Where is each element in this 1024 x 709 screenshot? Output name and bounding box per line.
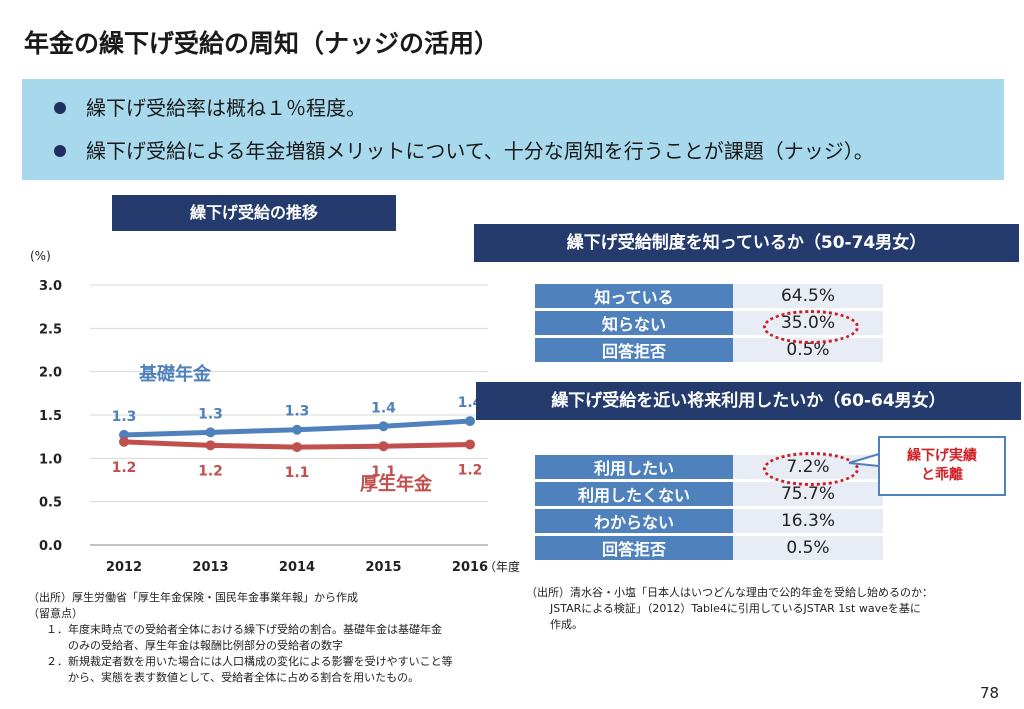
data-point (378, 421, 389, 432)
row-label: わからない (535, 509, 733, 533)
data-point (378, 441, 389, 452)
table-row: 知っている 64.5% (535, 284, 883, 308)
row-label: 回答拒否 (535, 338, 733, 362)
table-row: 回答拒否 0.5% (535, 536, 883, 560)
y-tick-label: 1.5 (39, 409, 62, 424)
know-section-title: 繰下げ受給制度を知っているか（50-74男女） (474, 224, 1019, 262)
row-label: 回答拒否 (535, 536, 733, 560)
x-axis-unit: （年度） (484, 559, 520, 574)
y-axis-unit: (%) (30, 249, 51, 263)
data-point (292, 442, 302, 453)
note-line: のみの受給者、厚生年金は報酬比例部分の受給者の数字 (68, 639, 343, 652)
y-tick-label: 2.0 (39, 366, 62, 381)
table-row: わからない 16.3% (535, 509, 883, 533)
row-value: 75.7% (733, 482, 883, 506)
row-value: 0.5% (733, 536, 883, 560)
data-point (205, 440, 216, 451)
note-line: ２．新規裁定者数を用いた場合には人口構成の変化による影響を受けやすいこと等 (46, 655, 453, 668)
page-number: 78 (980, 684, 1000, 702)
x-tick-label: 2012 (106, 560, 142, 575)
data-point (292, 424, 302, 435)
note-line: から、実態を表す数値として、受給者全体に占める割合を用いたもの。 (68, 671, 420, 684)
source-left: （出所）厚生労働省「厚生年金保険・国民年金事業年報」から作成 (28, 591, 358, 604)
x-tick-label: 2014 (279, 560, 315, 575)
bullet-dot-icon (54, 101, 66, 114)
y-tick-label: 0.0 (39, 539, 62, 554)
row-value: 64.5% (733, 284, 883, 308)
notes-heading: （留意点） (28, 607, 83, 620)
highlight-ellipse (763, 310, 859, 344)
data-point (205, 427, 216, 438)
note-line: １．年度末時点での受給者全体における繰下げ受給の割合。基礎年金は基礎年金 (46, 623, 442, 636)
summary-text: 繰下げ受給率は概ね１％程度。 (86, 96, 366, 120)
x-tick-label: 2016 (452, 560, 488, 575)
row-label: 利用したい (535, 455, 733, 479)
data-point (119, 436, 129, 447)
data-label: 1.2 (112, 460, 137, 476)
use-table: 利用したい 7.2% 利用したくない 75.7% わからない 16.3% 回答拒否 0.… (535, 452, 883, 563)
y-tick-label: 0.5 (39, 496, 62, 511)
data-label: 1.2 (458, 462, 483, 478)
y-tick-label: 1.0 (39, 452, 62, 467)
source-right: JSTARによる検証」（2012）Table4に引用しているJSTAR 1st … (550, 602, 921, 615)
callout-box: 繰下げ実績 と乖離 (878, 436, 1006, 496)
data-point (465, 416, 475, 427)
x-tick-label: 2015 (365, 560, 401, 575)
row-label: 知っている (535, 284, 733, 308)
data-point (119, 429, 129, 440)
source-right: 作成。 (550, 618, 583, 631)
row-value: 16.3% (733, 509, 883, 533)
data-point (465, 439, 475, 450)
bullet-dot-icon (54, 144, 66, 157)
table-row: 利用したくない 75.7% (535, 482, 883, 506)
row-label: 利用したくない (535, 482, 733, 506)
data-label: 1.4 (371, 400, 396, 416)
data-label: 1.1 (285, 465, 310, 481)
summary-text: 繰下げ受給による年金増額メリットについて、十分な周知を行うことが課題（ナッジ）。 (86, 139, 874, 163)
data-label: 1.3 (198, 406, 223, 422)
summary-bullet: 繰下げ受給による年金増額メリットについて、十分な周知を行うことが課題（ナッジ）。 (54, 130, 1004, 173)
use-section-title: 繰下げ受給を近い将来利用したいか（60-64男女） (476, 382, 1021, 420)
summary-box: 繰下げ受給率は概ね１％程度。 繰下げ受給による年金増額メリットについて、十分な周… (22, 79, 1004, 180)
series-name: 基礎年金 (138, 363, 212, 385)
row-label: 知らない (535, 311, 733, 335)
data-label: 1.3 (285, 404, 310, 420)
callout-line: と乖離 (921, 467, 963, 483)
data-label: 1.1 (371, 464, 396, 480)
chart-title: 繰下げ受給の推移 (112, 195, 396, 231)
source-right: （出所）清水谷・小塩「日本人はいつどんな理由で公的年金を受給し始めるのか： (526, 586, 933, 599)
summary-bullet: 繰下げ受給率は概ね１％程度。 (54, 87, 1004, 130)
callout-line: 繰下げ実績 (907, 448, 977, 464)
series-name: 厚生年金 (360, 473, 433, 495)
y-tick-label: 3.0 (39, 279, 62, 294)
page-title: 年金の繰下げ受給の周知（ナッジの活用） (24, 29, 500, 58)
x-tick-label: 2013 (192, 560, 228, 575)
y-tick-label: 2.5 (39, 322, 62, 337)
highlight-ellipse (763, 452, 859, 486)
data-label: 1.2 (198, 463, 223, 479)
line-chart: 0.0 0.5 1.0 1.5 2.0 2.5 3.0 2012 2013 2014 2015 201… (30, 249, 520, 575)
data-label: 1.3 (112, 409, 137, 425)
